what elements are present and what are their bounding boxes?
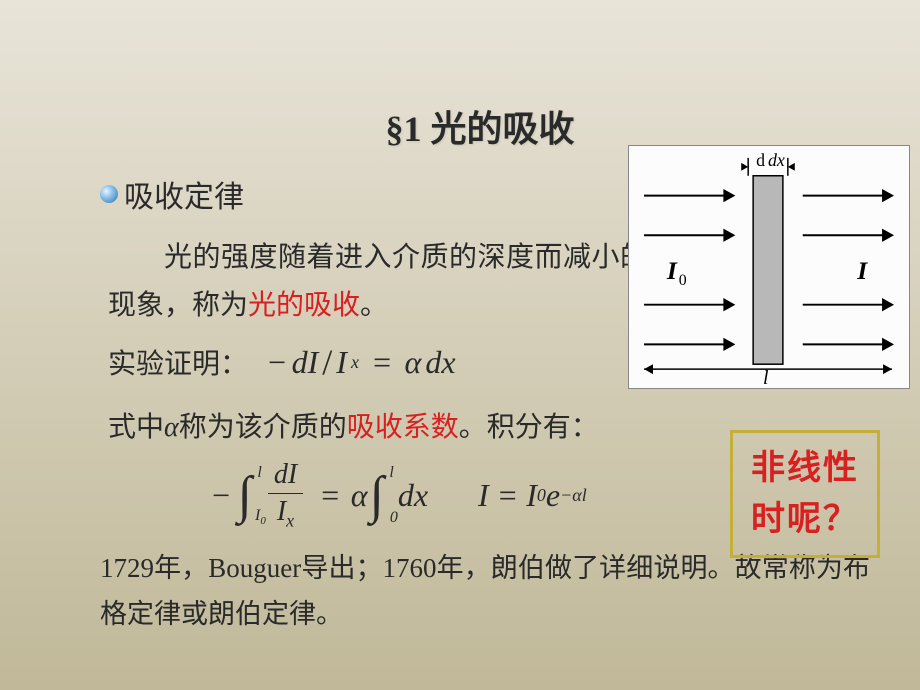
bullet-heading: 吸收定律 — [124, 172, 244, 216]
res-eq: = — [497, 477, 519, 514]
eq1-Ix-sub: x — [351, 352, 359, 373]
para2-alpha: α — [164, 412, 179, 443]
diagram-I0-sub: 0 — [679, 272, 687, 289]
int1-upper: l — [257, 464, 261, 482]
int2-upper: l — [389, 464, 393, 482]
int-eq: = — [319, 477, 341, 514]
eq1-eq: = — [371, 344, 393, 381]
integral-left: − ∫ l I0 dI Ix = α ∫ l 0 dx — [210, 459, 428, 532]
res-I0-sub: 0 — [537, 485, 546, 506]
para2-red: 吸收系数 — [347, 412, 459, 443]
para2-b: 称为该介质的 — [179, 412, 347, 443]
integral-sign-2: ∫ l 0 — [370, 466, 384, 525]
eq1-alpha: α — [405, 344, 422, 381]
frac-top: dI — [268, 459, 303, 494]
experiment-label: 实验证明： — [108, 342, 248, 382]
callout-line1: 非线性 — [751, 443, 859, 494]
int-dx: dx — [398, 477, 428, 514]
eq1-dx: dx — [425, 344, 455, 381]
diagram-I0: I — [666, 256, 678, 285]
eq1-minus: − — [266, 344, 288, 381]
integral-sign-1: ∫ l I0 — [238, 466, 252, 525]
eq1-slash: / — [322, 341, 332, 383]
svg-text:d: d — [756, 150, 765, 170]
footer-history: 1729年，Bouguer导出；1760年，朗伯做了详细说明。故常称为布格定律或… — [100, 546, 870, 638]
para2-c: 。积分有： — [459, 412, 599, 443]
int2-lower: 0 — [390, 509, 398, 527]
diagram-dx-label: dx — [768, 150, 785, 170]
absorption-diagram: d dx I 0 I l — [628, 145, 910, 389]
int-minus: − — [210, 477, 232, 514]
equation-differential: − dI / Ix = α dx — [266, 341, 456, 383]
res-I: I — [478, 477, 489, 514]
int-alpha: α — [351, 477, 368, 514]
result-equation: I = I0 e−αl — [478, 477, 587, 514]
slide: §1 光的吸收 吸收定律 d dx I — [0, 0, 920, 690]
res-exp: −αl — [560, 485, 587, 506]
eq1-dI: dI — [292, 344, 319, 381]
int1-lower: I0 — [255, 507, 266, 527]
frac-bot: Ix — [271, 494, 300, 532]
callout-line2: 时呢？ — [751, 494, 859, 545]
sphere-bullet-icon — [100, 185, 118, 203]
paragraph-definition: 光的强度随着进入介质的深度而减小的现象，称为光的吸收。 — [108, 234, 648, 329]
para2-a: 式中 — [108, 412, 164, 443]
eq1-Ix: I — [336, 344, 347, 381]
diagram-l: l — [763, 367, 769, 388]
int-fraction: dI Ix — [268, 459, 303, 532]
para1-red: 光的吸收 — [248, 290, 360, 321]
callout-box: 非线性 时呢？ — [730, 430, 880, 558]
para1-b: 。 — [360, 290, 388, 321]
diagram-I: I — [856, 256, 868, 285]
res-e: e — [546, 477, 560, 514]
res-I0: I — [526, 477, 537, 514]
